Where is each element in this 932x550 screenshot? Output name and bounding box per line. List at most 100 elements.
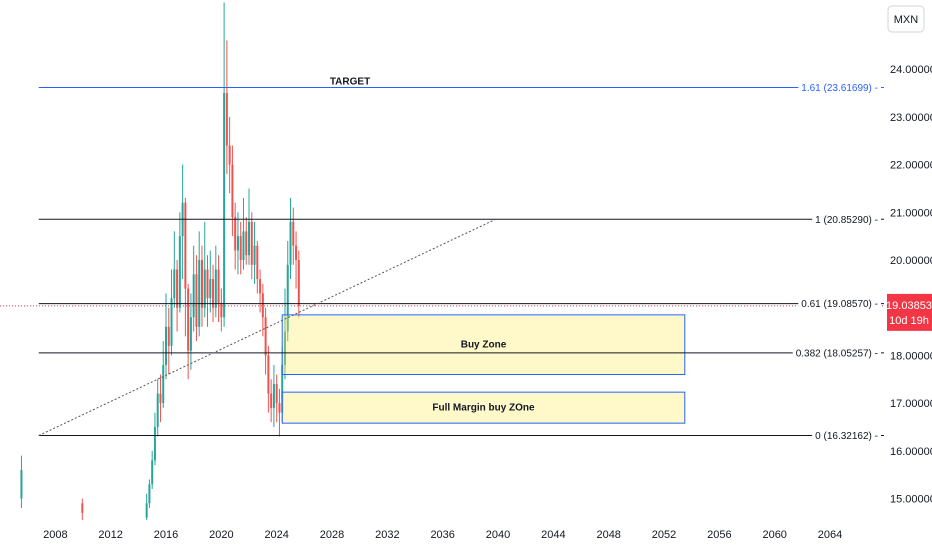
price-tick-label: 17.00000 [890, 398, 932, 410]
candle-body [162, 364, 165, 404]
candle [256, 240, 259, 294]
candle-body [220, 302, 223, 318]
fib-label: 0.382 (18.05257) - [796, 348, 878, 359]
candle [272, 364, 275, 427]
candle-body [153, 426, 156, 461]
time-tick-label: 2044 [541, 529, 565, 541]
time-axis[interactable]: 2008 2012 2016 2020 2024 2028 2032 2036 2040 2044… [43, 529, 842, 541]
fib-levels[interactable]: 1.61 (23.61699) - 1 (20.85290) - 0.61 (19.… [38, 82, 884, 442]
candle-body [195, 274, 198, 327]
candle [217, 255, 220, 323]
candle [253, 221, 256, 284]
price-tick-label: 18.00000 [890, 350, 932, 362]
candle-body [223, 93, 226, 318]
candle-body [253, 245, 256, 265]
candle-body [228, 145, 231, 165]
candle-body [200, 260, 203, 308]
candle-body [250, 221, 253, 265]
candle-body [178, 236, 181, 308]
price-tick-label: 16.00000 [890, 446, 932, 458]
fib-label-bg [798, 82, 881, 94]
currency-label: MXN [894, 14, 919, 26]
candle-body [261, 293, 264, 318]
candles [20, 2, 300, 520]
candle [236, 212, 239, 275]
candle-body [165, 326, 168, 365]
candle [220, 288, 223, 332]
candle [261, 283, 264, 337]
time-tick-label: 2012 [98, 529, 122, 541]
candle [214, 245, 217, 318]
fib-label: 1.61 (23.61699) - [801, 83, 878, 94]
candle [234, 202, 237, 270]
fib-label: 0.61 (19.08570) - [801, 299, 878, 310]
countdown-timer: 10d 19h [889, 315, 929, 327]
time-tick-label: 2060 [762, 529, 786, 541]
price-tick-label: 20.00000 [890, 255, 932, 267]
candle-body [236, 236, 239, 251]
candle [195, 255, 198, 342]
candle [20, 455, 23, 509]
candle [228, 116, 231, 194]
candle [223, 2, 226, 327]
candle-body [212, 279, 215, 308]
candle [206, 255, 209, 327]
candle [148, 479, 151, 509]
candle [259, 269, 262, 313]
candle [173, 231, 176, 308]
price-tick-label: 21.00000 [890, 207, 932, 219]
candle-body [292, 221, 295, 246]
candle [297, 250, 300, 318]
candle [184, 197, 187, 337]
candle [156, 379, 159, 437]
candle-body [217, 269, 220, 303]
candle [203, 221, 206, 318]
candle-body [148, 484, 151, 504]
candle [176, 260, 179, 332]
candle-body [248, 221, 251, 256]
zone-box[interactable] [281, 314, 686, 375]
candle [187, 283, 190, 380]
candle-body [225, 93, 228, 146]
candle-body [297, 260, 300, 306]
fib-label-bg [798, 299, 881, 311]
candle [264, 307, 267, 375]
candle-body [198, 260, 201, 327]
current-price-badge [887, 293, 932, 331]
candle [145, 493, 148, 520]
time-tick-label: 2048 [596, 529, 620, 541]
candle [267, 345, 270, 413]
zone-label: Full Margin buy ZOne [432, 403, 535, 414]
zone-box[interactable] [281, 391, 686, 424]
target-label: TARGET [330, 76, 370, 87]
candle [212, 264, 215, 323]
fib-label: 1 (20.85290) - [815, 215, 878, 226]
candle-body [173, 269, 176, 299]
price-tick-label: 24.00000 [890, 64, 932, 76]
candle-body [189, 317, 192, 351]
trendline[interactable] [38, 218, 496, 437]
candle [209, 250, 212, 313]
candle-body [281, 364, 284, 413]
candle-body [184, 202, 187, 289]
candle [250, 212, 253, 280]
currency-badge[interactable] [887, 5, 925, 33]
candle-body [187, 288, 190, 351]
candle [295, 231, 298, 289]
candle [162, 341, 165, 408]
candle [170, 269, 173, 356]
candle-body [295, 245, 298, 260]
candle [153, 412, 156, 466]
candle [151, 450, 154, 489]
current-price-value: 19.03853 [886, 300, 932, 312]
candle-body [278, 403, 281, 413]
candle [200, 245, 203, 327]
candle [189, 293, 192, 370]
candle [275, 374, 278, 423]
candle [289, 197, 292, 280]
candle-body [231, 164, 234, 218]
zones[interactable]: Buy Zone Full Margin buy ZOne [281, 314, 686, 424]
candle [292, 207, 295, 265]
candle [270, 379, 273, 423]
